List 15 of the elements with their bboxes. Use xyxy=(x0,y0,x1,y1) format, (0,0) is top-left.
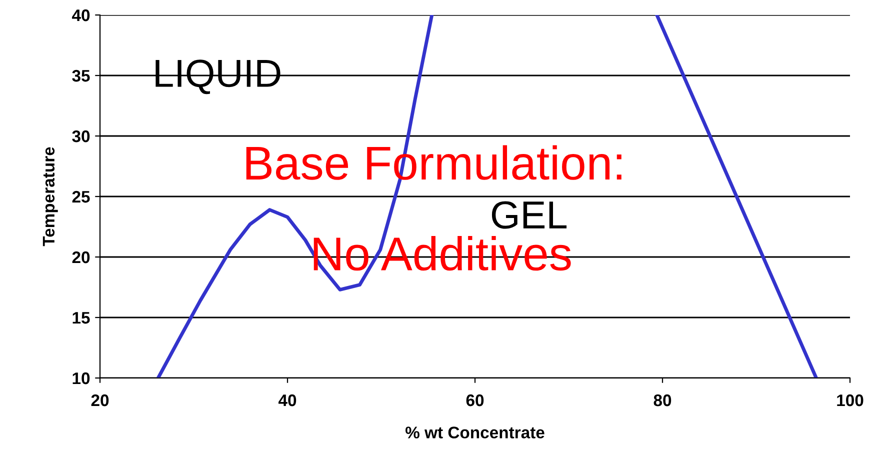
y-tick-label: 15 xyxy=(72,312,90,324)
x-axis-title: % wt Concentrate xyxy=(406,426,544,438)
y-tick-label: 40 xyxy=(72,9,90,22)
x-tick-label: 80 xyxy=(654,394,672,406)
y-tick-label: 20 xyxy=(72,251,90,264)
x-tick-label: 100 xyxy=(837,394,864,406)
x-tick-label: 20 xyxy=(91,394,109,406)
y-tick-label: 10 xyxy=(72,372,90,384)
annotation: GEL xyxy=(492,201,567,229)
y-tick-label: 30 xyxy=(72,130,90,142)
x-tick-label: 60 xyxy=(466,394,484,406)
y-tick-label: 25 xyxy=(72,190,90,203)
y-axis-title: Temperature xyxy=(42,147,58,246)
x-tick-label: 40 xyxy=(278,394,296,406)
y-tick-label: 35 xyxy=(72,70,90,82)
